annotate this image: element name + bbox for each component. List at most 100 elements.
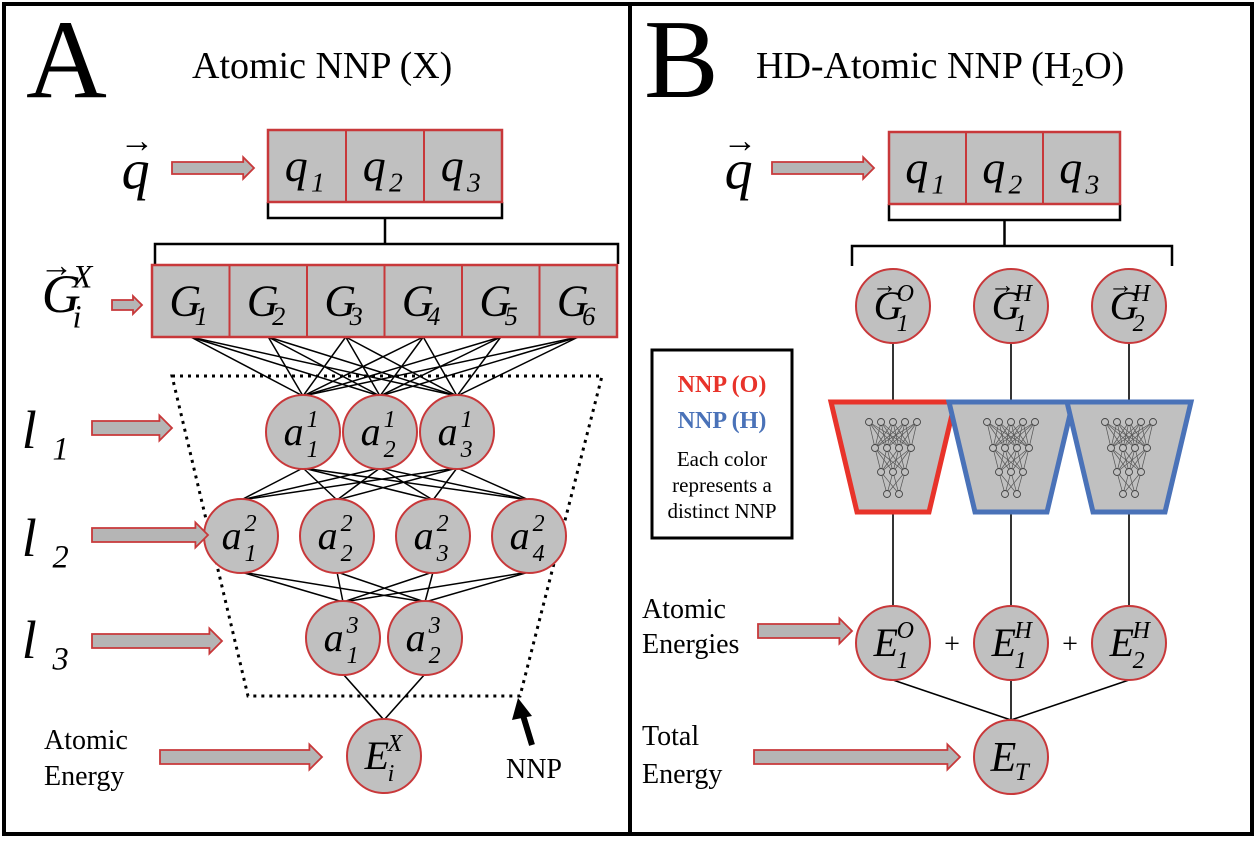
panel-b-nnp-icon-link bbox=[886, 421, 918, 449]
panel-a-layer1-node-2-label-sup: 1 bbox=[384, 407, 396, 433]
panel-b-nnp-icon-node bbox=[889, 468, 897, 476]
panel-b-nnp-icon-node bbox=[1031, 418, 1039, 426]
panel-b-plus-2: + bbox=[1062, 629, 1078, 660]
connection-line bbox=[336, 571, 344, 603]
panel-a-layer-label-1-sub: 1 bbox=[53, 432, 69, 468]
panel-a-q-vector-label: q→ bbox=[120, 121, 155, 201]
panel-a-layer3-arrow bbox=[91, 626, 224, 656]
connection-line bbox=[302, 336, 579, 397]
panel-b-nnp-icon-node bbox=[995, 418, 1003, 426]
panel-b-nnp-icon-node bbox=[989, 444, 997, 452]
panel-b-nnp-icon-link bbox=[1134, 421, 1154, 449]
panel-b-nnp-icon-link bbox=[1004, 471, 1024, 495]
panel-a-q-cell-1-sub: 1 bbox=[311, 166, 325, 197]
panel-a-layer3-node-1-label-sub: 1 bbox=[347, 643, 359, 669]
panel-b-nnp-icon-node bbox=[1007, 418, 1015, 426]
connection-line bbox=[190, 336, 304, 397]
panel-a-layer2-node-3-label: a 2 3 bbox=[414, 511, 449, 567]
panel-b-g-node-2-label-sub: 1 bbox=[1015, 311, 1027, 337]
panel-a-layer3-node-2-label-sub: 2 bbox=[429, 643, 441, 669]
connection-line bbox=[342, 571, 434, 603]
panel-b-q-cell-3-sub: 3 bbox=[1084, 168, 1099, 199]
panel-b-legend-note-line-3: distinct NNP bbox=[667, 499, 776, 523]
panel-a-g-cell-4: G4 bbox=[402, 277, 440, 332]
panel-b-energy-node-3-label-sub: 2 bbox=[1133, 648, 1145, 674]
panel-b-nnp-icon-link bbox=[868, 421, 876, 449]
panel-b-nnp-icon-link bbox=[880, 447, 888, 473]
panel-a-g-cell-4-base: G bbox=[402, 277, 434, 326]
panel-b-energy-node-2-label-sup: H bbox=[1014, 618, 1034, 644]
panel-b-g-node-2-label-sup: H bbox=[1014, 281, 1034, 307]
connection-line bbox=[456, 336, 579, 397]
panel-a-output-arrow bbox=[159, 742, 324, 772]
panel-a-layer1-node-1-label-sub: 1 bbox=[307, 437, 319, 463]
panel-b-g-node-3-circle bbox=[1091, 268, 1167, 344]
panel-b-nnp-icon-link bbox=[1110, 421, 1154, 449]
panel-b-nnp-icon-node bbox=[1013, 444, 1021, 452]
panel-b-nnp-icon-node bbox=[889, 418, 897, 426]
connection-line bbox=[302, 336, 347, 397]
panel-a-g-cell-4-sub: 4 bbox=[427, 301, 440, 331]
panel-b-legend-nnp-o-line-1: NNP (O) bbox=[678, 372, 767, 398]
panel-a-output-node-label-base: E bbox=[364, 733, 389, 778]
panel-a-layer2-node-4-circle bbox=[491, 498, 567, 574]
panel-b-total-node-label: ET bbox=[990, 735, 1031, 786]
connection-line bbox=[336, 467, 381, 501]
connection-line bbox=[424, 571, 434, 603]
panel-b-q-cell-3-base: q bbox=[1059, 142, 1082, 193]
panel-b-g-bracket bbox=[850, 244, 1174, 266]
panel-b-total-node-label-sub: T bbox=[1015, 759, 1031, 786]
panel-b-nnp-icon-node bbox=[1025, 444, 1033, 452]
panel-b-nnp-icon-link bbox=[1004, 421, 1036, 449]
panel-b-g-node-1-label: G→ O 1 bbox=[872, 272, 914, 337]
panel-a-layer2-node-3-label-base: a bbox=[414, 513, 434, 558]
connection-line bbox=[336, 571, 426, 603]
panel-b-nnp-icon-link bbox=[874, 421, 882, 449]
panel-b-nnp-icon-link bbox=[1110, 447, 1118, 473]
panel-a-q-cell-2-base: q bbox=[363, 140, 386, 191]
panel-b-atomic-energies-label-line-1: Atomic bbox=[642, 594, 726, 625]
connection-line bbox=[240, 467, 304, 501]
panel-b-nnp-icon-node bbox=[1007, 468, 1015, 476]
panel-a-layer2-node-2-label-sub: 2 bbox=[341, 541, 353, 567]
connection-line bbox=[302, 467, 434, 501]
panel-b-nnp-icon-link bbox=[1116, 447, 1136, 473]
panel-a-g-vector-label-sup: X bbox=[71, 260, 94, 296]
panel-b-nnp-icon-link bbox=[992, 421, 1000, 449]
connection-line bbox=[302, 467, 530, 501]
panel-a-g-cell-2-base: G bbox=[247, 277, 279, 326]
panel-b-nnp-icon-link bbox=[1122, 421, 1154, 449]
panel-a-layer1-node-3-label-base: a bbox=[438, 409, 458, 454]
panel-a-g-cell-3: G3 bbox=[324, 277, 362, 332]
panel-b-nnp-icon-node bbox=[983, 418, 991, 426]
panel-a-layer2-node-4-label-base: a bbox=[510, 513, 530, 558]
panel-b-g-node-3-label-base: G bbox=[1110, 283, 1139, 328]
connection-line bbox=[342, 673, 385, 721]
panel-a-layer2-arrow bbox=[91, 520, 210, 550]
panel-b-g-node-2-label-base: G bbox=[992, 283, 1021, 328]
panel-b-nnp-icon-link bbox=[874, 421, 894, 449]
panel-b-nnp-icon-node bbox=[1019, 468, 1027, 476]
connection-line bbox=[383, 673, 426, 721]
panel-b-g-node-2-circle bbox=[973, 268, 1049, 344]
connection-line bbox=[240, 571, 426, 603]
panel-b-energy-node-1-label: EO 1 bbox=[873, 618, 914, 674]
panel-b-g-node-2-label-vector-arrow: → bbox=[990, 272, 1015, 299]
panel-b-nnp-icon-node bbox=[877, 468, 885, 476]
connection-line bbox=[456, 467, 530, 501]
panel-b-nnp-icon-link bbox=[910, 421, 918, 449]
panel-b-q-bracket bbox=[887, 204, 1122, 246]
panel-b-nnp-icon-link bbox=[898, 421, 918, 449]
panel-a-g-cell-6: G6 bbox=[557, 277, 596, 332]
panel-b-g-node-1-label-sup: O bbox=[897, 281, 914, 307]
connection-line bbox=[302, 336, 424, 397]
panel-a-layer1-node-3-label-sub: 3 bbox=[460, 437, 473, 463]
connection-line bbox=[379, 467, 530, 501]
panel-a-layer1-node-3-label: a 1 3 bbox=[438, 407, 473, 463]
panel-b-nnp-icon-link bbox=[1110, 421, 1130, 449]
panel-a-output-label-line-2: Energy bbox=[44, 761, 124, 792]
panel-b-nnp-icon-node bbox=[1131, 490, 1139, 498]
panel-b-q-cell-2-base: q bbox=[982, 142, 1005, 193]
panel-a-g-arrow bbox=[111, 293, 144, 317]
